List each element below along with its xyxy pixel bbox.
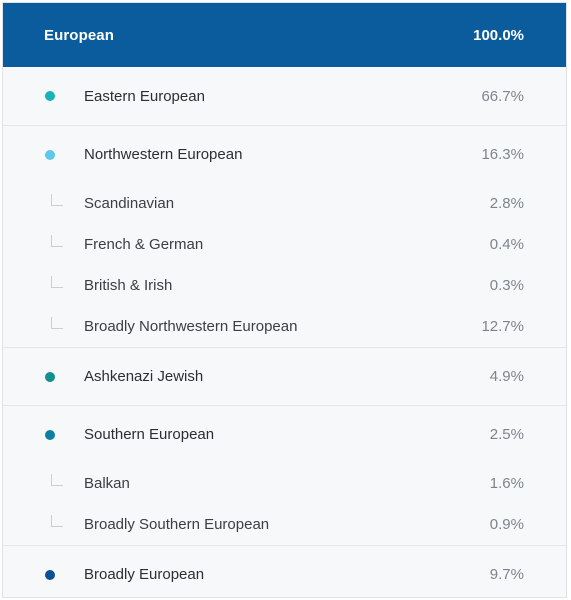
row-balkan[interactable]: Balkan 1.6% <box>3 463 566 504</box>
row-percent: 66.7% <box>481 87 524 105</box>
row-label: Balkan <box>84 475 130 492</box>
tree-connector-icon <box>51 275 63 288</box>
tree-connector-icon <box>51 234 63 247</box>
row-left: Southern European <box>3 406 214 463</box>
northwestern-european-dot-icon <box>45 149 55 160</box>
row-left: Northwestern European <box>3 126 242 183</box>
row-broadly-southern-european[interactable]: Broadly Southern European 0.9% <box>3 504 566 545</box>
row-label: Eastern European <box>84 87 205 105</box>
row-percent: 0.3% <box>489 277 524 294</box>
row-percent: 0.4% <box>489 236 524 253</box>
row-label: Southern European <box>84 426 215 443</box>
row-broadly-northwestern-european[interactable]: Broadly Northwestern European 12.7% <box>3 306 566 347</box>
row-left: Broadly Southern European <box>3 504 269 545</box>
header-percent: 100.0% <box>473 26 524 44</box>
row-left: Eastern European <box>3 67 205 125</box>
row-eastern-european[interactable]: Eastern European 66.7% <box>3 67 566 125</box>
row-percent: 1.6% <box>489 475 524 492</box>
row-label: French & German <box>84 236 204 253</box>
group-northwestern-european: Northwestern European 16.3% Scandinavian… <box>3 126 566 348</box>
broadly-european-dot-icon <box>45 569 55 580</box>
row-ashkenazi-jewish[interactable]: Ashkenazi Jewish 4.9% <box>3 348 566 405</box>
row-percent: 9.7% <box>489 566 524 583</box>
row-southern-european[interactable]: Southern European 2.5% <box>3 406 566 463</box>
row-percent: 16.3% <box>481 146 524 163</box>
row-label: Broadly European <box>84 566 205 583</box>
row-percent: 4.9% <box>489 368 524 385</box>
group-southern-european: Southern European 2.5% Balkan 1.6% Broad… <box>3 406 566 546</box>
row-british-irish[interactable]: British & Irish 0.3% <box>3 265 566 306</box>
tree-connector-icon <box>51 193 63 206</box>
row-label: Scandinavian <box>84 195 175 212</box>
row-label: British & Irish <box>84 277 173 294</box>
row-left: British & Irish <box>3 265 172 306</box>
row-scandinavian[interactable]: Scandinavian 2.8% <box>3 183 566 224</box>
row-label: Northwestern European <box>84 146 243 163</box>
row-percent: 12.7% <box>481 318 524 335</box>
row-percent: 2.8% <box>489 195 524 212</box>
row-left: Scandinavian <box>3 183 174 224</box>
group-eastern-european: Eastern European 66.7% <box>3 67 566 126</box>
group-ashkenazi-jewish: Ashkenazi Jewish 4.9% <box>3 348 566 406</box>
row-label: Broadly Southern European <box>84 516 270 533</box>
header-title: European <box>44 26 114 44</box>
tree-connector-icon <box>51 316 63 329</box>
ashkenazi-jewish-dot-icon <box>45 371 55 382</box>
group-broadly-european: Broadly European 9.7% <box>3 546 566 597</box>
row-left: Ashkenazi Jewish <box>3 348 203 405</box>
row-french-german[interactable]: French & German 0.4% <box>3 224 566 265</box>
row-left: Broadly European <box>3 546 205 597</box>
row-left: Balkan <box>3 463 130 504</box>
row-label: Broadly Northwestern European <box>84 318 298 335</box>
row-northwestern-european[interactable]: Northwestern European 16.3% <box>3 126 566 183</box>
row-left: French & German <box>3 224 203 265</box>
tree-connector-icon <box>51 514 63 527</box>
southern-european-dot-icon <box>45 429 55 440</box>
row-percent: 0.9% <box>489 516 524 533</box>
eastern-european-dot-icon <box>45 91 55 101</box>
row-label: Ashkenazi Jewish <box>84 368 204 385</box>
european-header-row[interactable]: European 100.0% <box>3 3 566 67</box>
row-broadly-european[interactable]: Broadly European 9.7% <box>3 546 566 597</box>
tree-connector-icon <box>51 473 63 486</box>
row-left: Broadly Northwestern European <box>3 306 297 347</box>
row-percent: 2.5% <box>489 426 524 443</box>
